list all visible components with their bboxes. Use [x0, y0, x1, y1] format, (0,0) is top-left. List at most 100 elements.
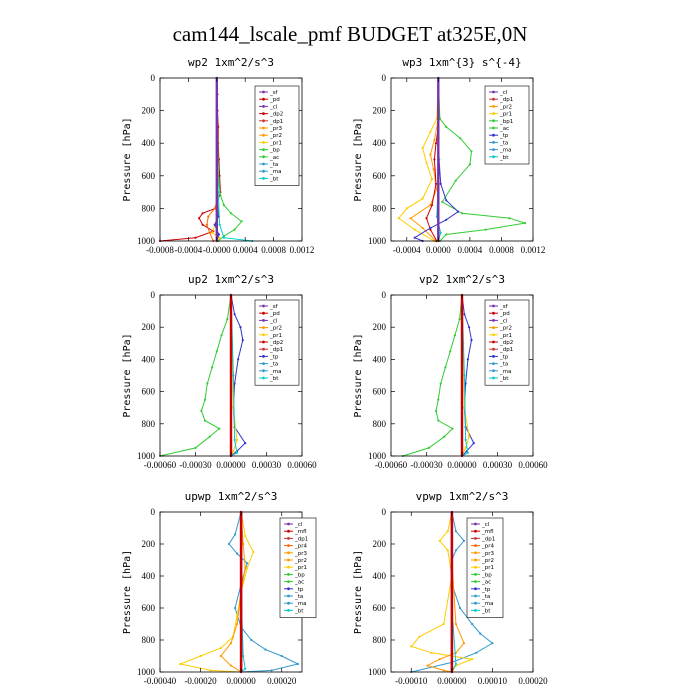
x-tick-label: 0.00030 — [483, 460, 513, 470]
data-point — [229, 664, 233, 667]
y-tick-label: 400 — [373, 138, 387, 148]
data-point — [413, 228, 416, 231]
data-point — [475, 651, 478, 654]
y-tick-label: 1000 — [137, 236, 156, 246]
data-point — [246, 562, 249, 565]
data-point — [445, 125, 448, 128]
data-point — [244, 534, 247, 538]
legend-marker — [262, 155, 265, 159]
legend-label: _ac — [499, 126, 509, 132]
data-point — [217, 233, 220, 236]
legend-label: _bp — [269, 148, 280, 154]
legend-label: _ta — [499, 140, 508, 146]
legend-marker — [262, 126, 265, 130]
legend-marker — [492, 155, 495, 159]
y-tick-label: 600 — [373, 387, 387, 397]
data-point — [429, 130, 432, 133]
data-point — [460, 212, 464, 215]
legend-marker — [492, 326, 495, 329]
data-point — [264, 648, 267, 651]
x-tick-label: 0.0004 — [233, 245, 258, 255]
y-axis-label: Pressure [hPa] — [122, 117, 133, 201]
data-point — [233, 228, 236, 231]
data-point — [427, 446, 430, 449]
legend-marker — [262, 369, 265, 373]
y-tick-label: 1000 — [368, 451, 387, 461]
y-tick-label: 200 — [142, 539, 156, 549]
y-tick-label: 800 — [142, 203, 156, 213]
panel-title: upwp 1xm^2/s^3 — [185, 490, 278, 503]
data-point — [470, 339, 473, 342]
legend-marker — [262, 133, 265, 137]
data-point — [235, 451, 238, 454]
y-tick-label: 600 — [142, 603, 156, 613]
y-tick-label: 200 — [373, 106, 387, 116]
data-point — [229, 642, 233, 645]
data-point — [429, 204, 432, 207]
y-axis-label: Pressure [hPa] — [122, 333, 133, 417]
series-line-dp1 — [159, 294, 232, 457]
legend-label: _tp — [481, 587, 491, 593]
y-tick-label: 400 — [142, 571, 156, 581]
legend-label: _cl — [269, 318, 278, 324]
legend-label: _dp1 — [499, 347, 513, 353]
x-tick-label: 0.00000 — [447, 460, 477, 470]
data-point — [434, 182, 438, 185]
legend-label: _pr2 — [269, 326, 282, 332]
legend-marker — [492, 333, 495, 337]
legend-label: _pr3 — [294, 551, 308, 557]
x-tick-label: -0.00030 — [410, 460, 443, 470]
data-point — [451, 427, 454, 430]
data-point — [409, 217, 412, 220]
legend-label: _pd — [269, 97, 280, 103]
data-point — [430, 178, 434, 181]
legend-label: _bp1 — [499, 119, 513, 125]
y-tick-label: 200 — [373, 322, 387, 332]
data-point — [220, 334, 223, 337]
panel-title: vpwp 1xm^2/s^3 — [416, 490, 509, 503]
legend-label: _dp2 — [269, 340, 283, 346]
legend-label: _ta — [294, 594, 303, 600]
legend-label: _pr3 — [269, 126, 283, 132]
data-point — [179, 662, 182, 666]
legend-label: _bt — [499, 376, 509, 382]
y-axis-label: Pressure [hPa] — [353, 333, 364, 417]
y-axis-label: Pressure [hPa] — [353, 550, 364, 634]
y-tick-label: 0 — [151, 73, 156, 83]
y-tick-label: 0 — [151, 507, 156, 517]
y-tick-label: 400 — [373, 571, 387, 581]
data-point — [466, 358, 469, 361]
data-point — [226, 318, 229, 321]
y-tick-label: 1000 — [137, 451, 156, 461]
data-point — [434, 142, 438, 145]
legend-label: _cl — [499, 318, 508, 324]
y-tick-label: 800 — [373, 419, 387, 429]
data-point — [468, 435, 471, 438]
legend-marker — [262, 340, 265, 344]
data-point — [244, 442, 247, 445]
data-point — [454, 530, 457, 533]
legend-label: _pr1 — [499, 333, 512, 339]
legend-marker — [262, 326, 265, 329]
data-point — [234, 533, 237, 536]
legend-label: _ma — [294, 601, 306, 607]
legend-label: _ta — [481, 594, 490, 600]
data-point — [236, 552, 239, 555]
x-tick-label: 0.0000 — [426, 245, 451, 255]
legend-label: _mfl — [481, 529, 494, 535]
data-point — [468, 326, 471, 329]
series-line-pr1 — [178, 511, 254, 673]
legend-marker — [287, 529, 290, 533]
legend-label: _dp1 — [499, 97, 513, 103]
data-point — [207, 215, 210, 218]
data-point — [471, 622, 474, 626]
data-point — [442, 669, 445, 672]
y-tick-label: 0 — [382, 290, 387, 300]
data-point — [219, 194, 222, 197]
x-tick-label: 0.00000 — [437, 676, 467, 686]
legend-label: _ta — [499, 362, 508, 368]
legend-label: _dp1 — [269, 119, 283, 125]
x-tick-label: 0.0012 — [290, 245, 315, 255]
plot-frame — [390, 77, 534, 242]
